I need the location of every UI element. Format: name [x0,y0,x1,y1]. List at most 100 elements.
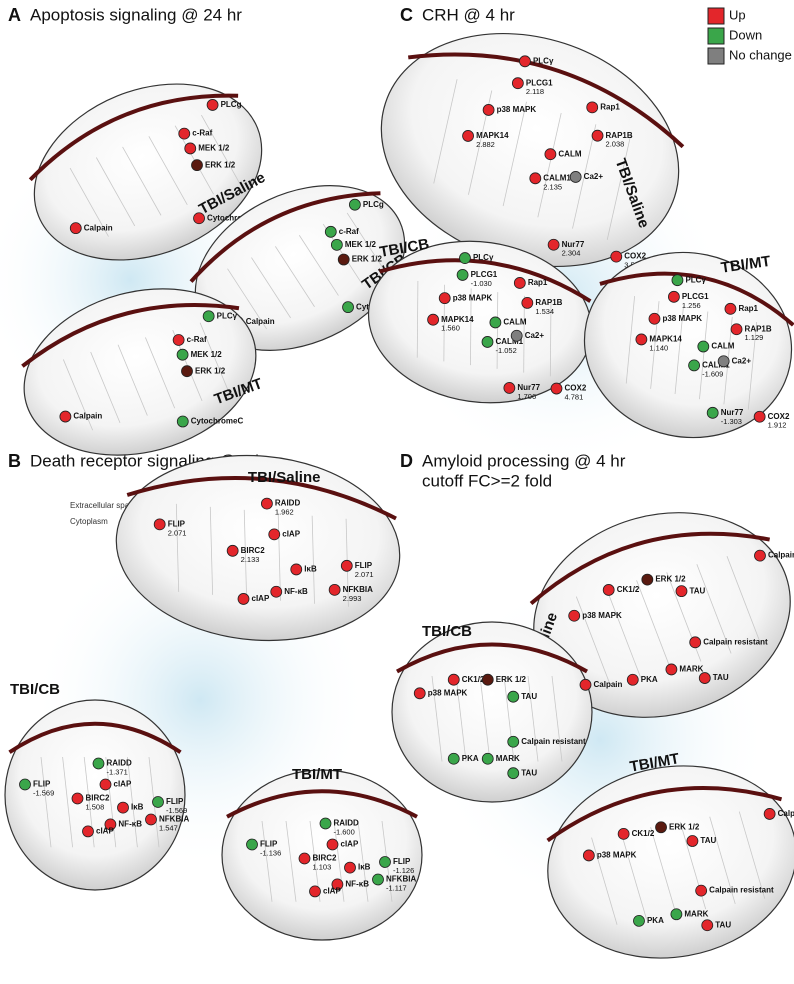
node-marker [511,77,524,90]
condition-label: TBI/MT [720,253,772,277]
pathway-line [145,337,176,409]
node-value: 1.547 [159,823,178,832]
node-marker [344,861,356,874]
node-label: PKA [641,675,658,684]
node-label: PLCγ [473,253,494,262]
node-label: IκB [358,863,371,872]
pathway-line [285,820,297,902]
condition-ellipse [33,83,263,261]
node-marker [489,316,502,329]
node: FLIP-1.136 [246,838,281,857]
node-marker [610,250,623,263]
node-marker [19,778,31,791]
node: NFKBIA-1.117 [372,873,416,892]
node: Calpain [754,549,794,562]
pathway-line [747,321,758,410]
node: ERK 1/2 [181,365,226,378]
pathway-line [674,306,684,395]
node-marker [324,225,337,238]
node-marker [754,549,766,562]
legend-label: Down [729,27,762,42]
node: c-Raf [324,225,359,238]
node-marker [226,544,239,557]
pathway-line [549,299,552,377]
node-marker [579,678,592,691]
node-label: Nur77 [721,408,744,417]
node: PKA [447,752,479,765]
panel-subtitle: cutoff FC>=2 fold [422,471,552,490]
node-value: -1.117 [386,883,407,892]
node-marker [92,757,105,770]
node-value: 2.882 [476,140,495,149]
node-value: -1.052 [495,346,516,355]
node-label: Calpain [246,317,275,326]
node: ERK 1/2 [337,253,383,266]
node-marker [261,497,273,510]
node-marker [668,290,680,303]
node: PLCγ [202,310,238,323]
node-value: 2.118 [526,87,544,96]
node: MARK [670,908,709,921]
node: Ca2+ [569,171,603,183]
node-marker [481,673,494,686]
node-value: -1.303 [721,417,742,426]
pathway-line [523,295,525,373]
panel-letter: C [400,5,413,25]
node-marker [104,818,117,831]
pathway-line [148,136,188,205]
node: PLCG1-1.030 [456,269,498,288]
node-label: ERK 1/2 [669,822,700,831]
node: IκB [117,801,144,814]
pathway-line [40,756,52,848]
pathway-line [277,512,281,601]
node-marker [337,253,350,266]
node-label: FLIP [355,561,373,570]
node: PLCγ [459,252,494,264]
legend-label: Up [729,7,746,22]
node-label: ERK 1/2 [496,675,527,684]
node: Calpain [59,410,102,423]
node-marker [462,130,474,142]
node: Calpain resistant [695,884,774,897]
node-label: RAIDD [107,759,133,768]
node-label: MARK [496,754,520,763]
node-marker [447,673,460,686]
panel-title: CRH @ 4 hr [422,5,515,24]
node-marker [633,914,645,927]
node-marker [326,838,339,851]
pathway-line [551,675,563,762]
node: TAU [507,767,537,780]
membrane [8,721,182,754]
membrane [529,531,771,606]
node-label: PKA [647,916,664,925]
node-marker [270,585,283,598]
node-marker [342,301,354,314]
node: c-Raf [178,127,213,140]
node-label: TAU [521,768,537,777]
membrane [599,271,794,327]
node-value: 1.534 [535,307,554,316]
node: PLCg [206,99,242,111]
condition-ellipse [547,765,794,959]
node: FLIP-1.126 [379,856,414,875]
node-label: TAU [700,836,716,845]
node: PLCγ [519,55,554,68]
node: ERK 1/2 [641,573,686,586]
node: FLIP-1.569 [152,796,187,815]
compartment-label: Cytoplasm [70,517,108,526]
node-marker [178,127,191,140]
panel-letter: B [8,451,21,471]
node-marker [202,310,215,323]
node: CK1/2 [602,584,640,596]
node: TAU [701,919,731,932]
node-label: Calpain [594,680,623,689]
pathway-line [650,827,677,915]
pathway-line [620,832,647,920]
membrane [546,786,783,843]
